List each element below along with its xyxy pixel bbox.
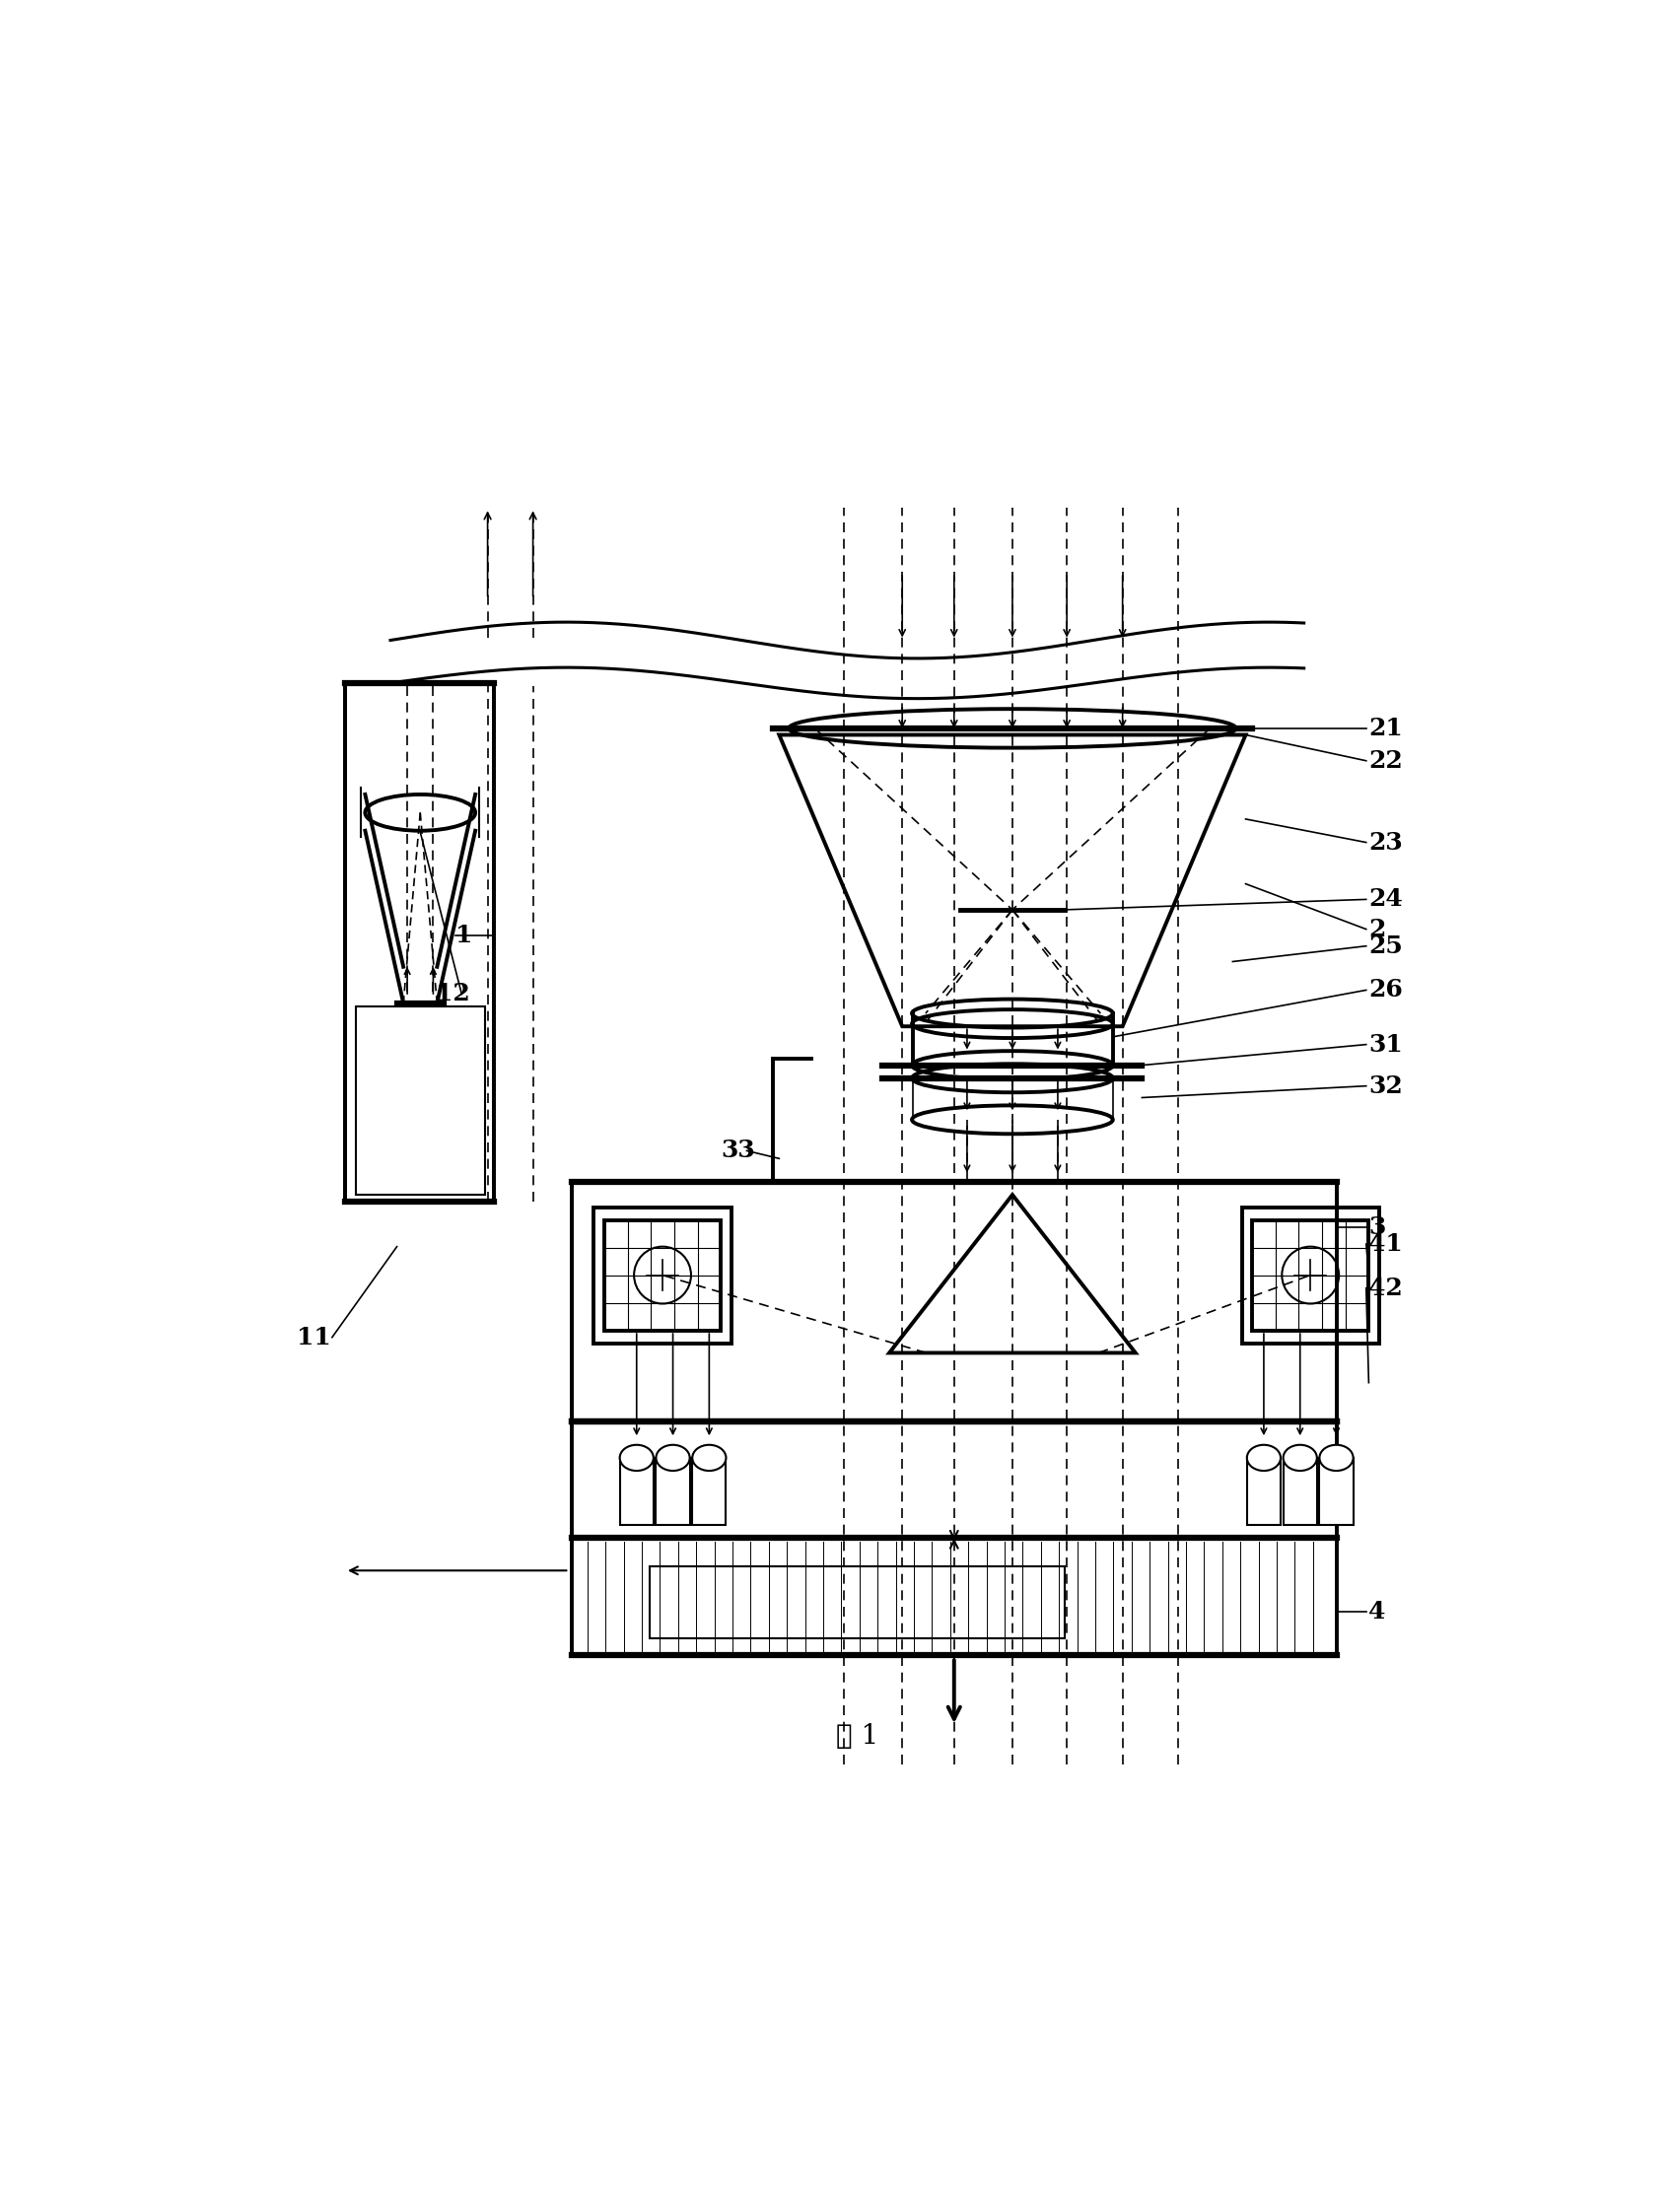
Bar [1247,1458,1281,1526]
Text: 33: 33 [721,1139,756,1164]
Ellipse shape [655,1444,691,1471]
Bar [572,1537,1336,1655]
Bar [572,1181,1336,1422]
Text: 32: 32 [1369,1075,1403,1097]
Bar [1319,1458,1353,1526]
Bar [1242,1208,1379,1345]
Ellipse shape [1282,1444,1318,1471]
Text: 42: 42 [1369,1276,1403,1301]
Text: 24: 24 [1369,887,1403,911]
Bar [1252,1221,1369,1332]
Bar [620,1458,654,1526]
Text: 11: 11 [298,1325,331,1349]
Text: 26: 26 [1369,978,1403,1002]
Bar [655,1458,691,1526]
Text: 图 1: 图 1 [836,1723,878,1750]
Text: 2: 2 [1369,918,1386,940]
Ellipse shape [1247,1444,1281,1471]
Ellipse shape [620,1444,654,1471]
Bar [692,1458,726,1526]
Text: 41: 41 [1369,1232,1403,1256]
Bar [649,1566,1065,1637]
Bar [572,1422,1336,1537]
Bar [344,684,495,1201]
Text: 22: 22 [1369,750,1403,772]
Bar [356,1006,485,1194]
Text: 31: 31 [1369,1033,1403,1057]
Text: 3: 3 [1369,1214,1386,1239]
Ellipse shape [692,1444,726,1471]
Bar [594,1208,731,1345]
Text: 21: 21 [1369,717,1403,741]
Text: 23: 23 [1369,830,1403,854]
Ellipse shape [364,794,475,832]
Bar [1282,1458,1318,1526]
Ellipse shape [1319,1444,1353,1471]
Text: 25: 25 [1369,933,1403,958]
Text: 1: 1 [455,925,472,947]
Bar [604,1221,721,1332]
Text: 4: 4 [1369,1599,1386,1624]
Text: 12: 12 [436,982,470,1006]
